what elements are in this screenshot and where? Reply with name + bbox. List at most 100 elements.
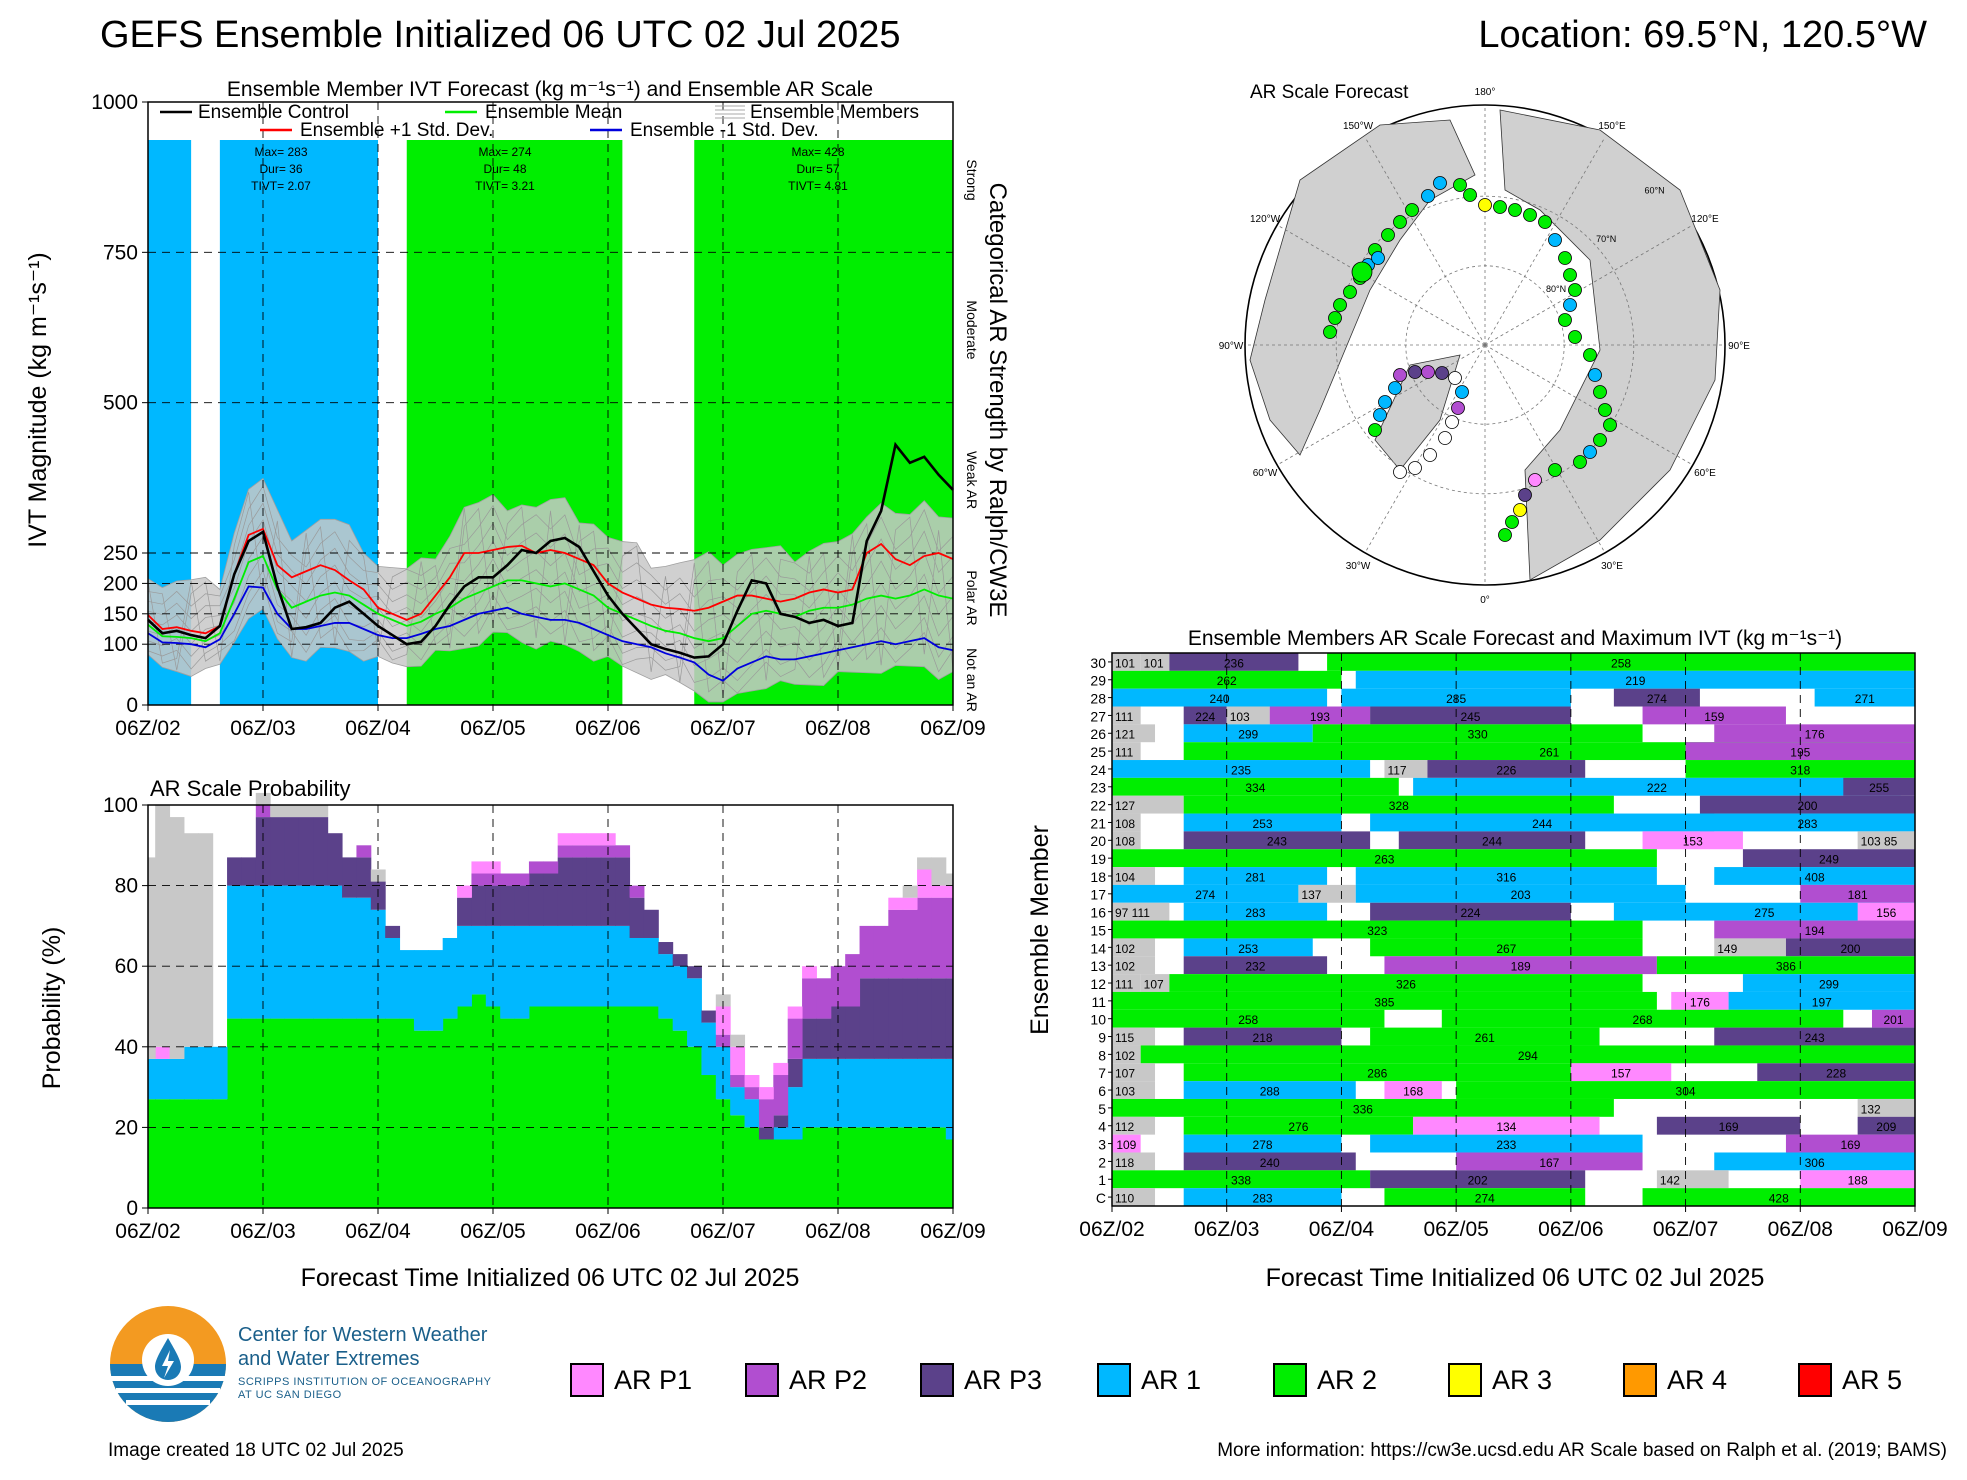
- segment-value: 271: [1855, 692, 1875, 706]
- segment-value: 181: [1848, 888, 1868, 902]
- prob-bar-ar-1: [471, 925, 487, 995]
- map-track-point: [1435, 366, 1449, 380]
- segment-value: 267: [1496, 942, 1516, 956]
- member-segment: [1226, 706, 1270, 725]
- prob-bar-ar-p3: [543, 873, 559, 926]
- segment-value: 101: [1144, 656, 1164, 670]
- map-track-point: [1393, 215, 1407, 229]
- prob-bar-ar-2: [917, 1127, 932, 1208]
- prob-bar-ar-2: [471, 994, 487, 1208]
- map-track-point: [1598, 403, 1612, 417]
- member-segment: [1183, 795, 1614, 814]
- member-label: 23: [1090, 780, 1106, 796]
- segment-value: 149: [1717, 942, 1737, 956]
- map-track-point: [1478, 198, 1492, 212]
- map-graticule-lon: [1364, 136, 1486, 346]
- member-segment: [1857, 902, 1915, 921]
- ensemble-member-line: [147, 519, 954, 632]
- x-tick-label: 06Z/03: [230, 717, 295, 740]
- legend-label: AR P3: [964, 1364, 1043, 1395]
- prob-bar-ar-1: [198, 1046, 214, 1100]
- prob-bar-ar-2: [557, 1006, 573, 1208]
- prob-bar-ar-2: [658, 1018, 674, 1208]
- map-track-point: [1445, 415, 1459, 429]
- prob-bar-ar-p3: [888, 978, 904, 1059]
- segment-value: 258: [1238, 1013, 1258, 1027]
- segment-value: 156: [1876, 906, 1896, 920]
- member-segment: [1112, 1170, 1371, 1189]
- map-track-point: [1455, 385, 1469, 399]
- member-label: 24: [1090, 762, 1106, 778]
- segment-value: 275: [1754, 906, 1774, 920]
- member-segment: [1183, 724, 1313, 743]
- prob-bar-ar-p2: [514, 873, 530, 886]
- category-label: Weak AR: [964, 451, 980, 509]
- prob-bar-ar-2: [586, 1006, 602, 1208]
- segment-value: 328: [1389, 799, 1409, 813]
- member-segment: [1370, 1170, 1586, 1189]
- map-graticule-lon: [1364, 344, 1486, 554]
- map-track-point: [1448, 371, 1462, 385]
- prob-bar-gray: [169, 817, 185, 1059]
- prob-bar-ar-p2: [902, 909, 918, 979]
- map-track-point: [1451, 401, 1465, 415]
- member-segment: [1370, 1134, 1643, 1153]
- map-lon-label: 120°E: [1691, 214, 1719, 225]
- member-label: 13: [1090, 958, 1106, 974]
- segment-value: 255: [1869, 781, 1889, 795]
- y-axis-label: IVT Magnitude (kg m⁻¹s⁻¹): [24, 252, 52, 547]
- member-segment: [1112, 670, 1342, 689]
- x-tick-label: 06Z/07: [690, 1220, 755, 1243]
- prob-bar-ar-p1: [787, 1006, 803, 1019]
- member-segment: [1112, 920, 1643, 939]
- prob-bar-ar-1: [730, 1087, 746, 1116]
- segment-value: 103: [1115, 1084, 1135, 1098]
- footer-created: Image created 18 UTC 02 Jul 2025: [108, 1440, 404, 1461]
- map-graticule-lon: [1484, 344, 1694, 466]
- prob-bar-ar-p3: [572, 857, 587, 926]
- prob-bar-ar-p3: [514, 885, 530, 926]
- prob-bar-ar-2: [931, 1127, 947, 1208]
- prob-bar-ar-p2: [615, 845, 631, 858]
- prob-bar-ar-1: [500, 925, 516, 1019]
- map-title: AR Scale Forecast: [1250, 82, 1409, 103]
- legend-item-ar-5: AR 5: [1798, 1360, 1902, 1400]
- prob-bar-ar-1: [572, 925, 587, 1007]
- prob-bar-ar-1: [313, 885, 329, 1019]
- segment-value: 169: [1719, 1120, 1739, 1134]
- map-track-point: [1508, 203, 1522, 217]
- prob-bar-ar-p1: [155, 1046, 171, 1059]
- prob-bar-ar-2: [442, 1018, 458, 1208]
- footer-info: More information: https://cw3e.ucsd.edu …: [1217, 1440, 1947, 1461]
- prob-bar-ar-p3: [270, 817, 286, 886]
- segment-value: 283: [1253, 1192, 1273, 1206]
- legend-swatch: [1273, 1363, 1307, 1397]
- prob-bar-ar-2: [873, 1127, 889, 1208]
- legend-label: AR 2: [1317, 1364, 1378, 1395]
- segment-value: 330: [1468, 728, 1488, 742]
- map-track-point: [1378, 395, 1392, 409]
- segment-value: 428: [1769, 1192, 1789, 1206]
- prob-bar-ar-p2: [629, 885, 645, 898]
- member-segment: [1714, 1152, 1915, 1171]
- member-label: 16: [1090, 905, 1106, 921]
- y-tick-label: 0: [126, 1197, 138, 1220]
- map-track-point: [1373, 408, 1387, 422]
- category-label: Moderate: [964, 300, 980, 359]
- prob-bar-ar-1: [457, 925, 472, 1007]
- x-tick-label: 06Z/04: [345, 1220, 411, 1243]
- prob-bar-ar-p3: [528, 873, 544, 926]
- y-tick-label: 1000: [91, 91, 138, 114]
- prob-bar-ar-2: [155, 1099, 171, 1208]
- y-axis-label: Ensemble Member: [1026, 825, 1054, 1035]
- segment-value: 245: [1460, 710, 1480, 724]
- x-tick-label: 06Z/02: [115, 717, 180, 740]
- member-label: 26: [1090, 726, 1106, 742]
- y-tick-label: 100: [103, 633, 138, 656]
- map-lon-label: 120°W: [1250, 214, 1281, 225]
- segment-value: 274: [1475, 1192, 1495, 1206]
- member-label: 29: [1090, 673, 1106, 689]
- map-track-point: [1573, 455, 1587, 469]
- prob-bar-ar-2: [701, 1075, 717, 1208]
- member-segment: [1140, 653, 1170, 671]
